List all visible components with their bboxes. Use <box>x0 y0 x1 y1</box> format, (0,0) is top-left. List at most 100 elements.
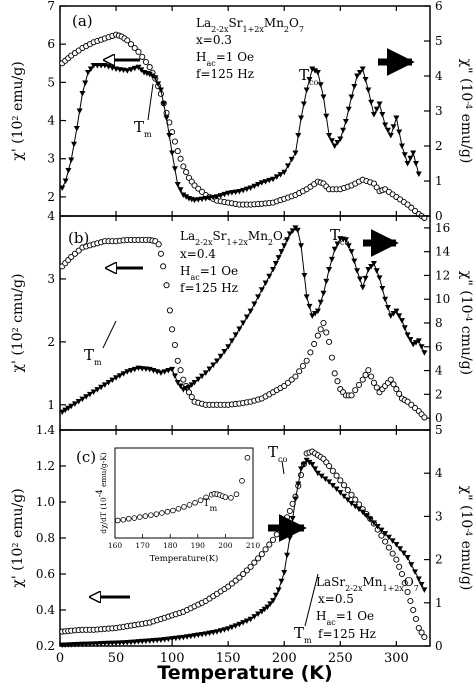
data-point-triangle <box>128 67 135 73</box>
data-point-triangle <box>210 194 217 201</box>
data-point-triangle <box>243 186 250 193</box>
data-point-triangle <box>258 608 265 615</box>
data-point-circle <box>177 367 184 374</box>
inset-data-point <box>228 495 234 501</box>
data-point-circle <box>323 329 330 336</box>
data-point-triangle <box>389 538 396 544</box>
data-point-triangle <box>180 192 187 198</box>
data-point-triangle <box>262 179 269 185</box>
data-point-triangle <box>255 182 262 188</box>
data-point-triangle <box>368 99 375 106</box>
data-point-circle <box>311 340 318 348</box>
data-point-triangle <box>314 70 321 76</box>
data-point-circle <box>174 357 181 364</box>
data-point-circle <box>418 629 425 636</box>
data-point-circle <box>171 138 178 145</box>
inset-data-point <box>222 494 229 500</box>
data-point-circle <box>296 368 303 375</box>
data-point-triangle <box>288 156 295 163</box>
data-point-circle <box>412 404 419 412</box>
left-tick-label: 0.8 <box>36 531 55 545</box>
data-point-triangle <box>408 562 415 568</box>
data-point-circle <box>348 392 355 399</box>
data-point-circle <box>370 379 377 386</box>
data-point-triangle <box>348 500 355 507</box>
data-point-circle <box>362 371 369 378</box>
data-point-triangle <box>331 246 338 253</box>
data-point-triangle <box>76 108 83 114</box>
data-point-triangle <box>180 634 187 641</box>
data-point-triangle <box>387 133 394 139</box>
data-point-triangle <box>326 133 333 139</box>
data-point-circle <box>155 241 162 248</box>
inset-data-point <box>131 515 138 521</box>
data-point-triangle <box>363 513 370 519</box>
data-point-triangle <box>206 195 213 201</box>
panel-b-hac: Hac=1 Oe <box>180 264 238 282</box>
data-point-circle <box>243 567 250 574</box>
data-point-triangle <box>407 337 414 343</box>
data-point-triangle <box>404 161 411 167</box>
data-point-circle <box>333 472 340 479</box>
data-point-triangle <box>109 640 116 647</box>
data-point-triangle <box>251 183 258 190</box>
data-point-circle <box>368 373 375 380</box>
inset-x-tick-label: 200 <box>218 541 233 550</box>
data-point-triangle <box>318 473 325 480</box>
x-tick-label: 50 <box>108 651 125 666</box>
data-point-triangle <box>412 340 419 346</box>
data-point-triangle <box>165 368 172 374</box>
data-point-triangle <box>412 569 419 575</box>
panel-b-left-ticks: 1 2 3 4 <box>47 209 397 430</box>
data-point-triangle <box>362 275 369 282</box>
data-point-triangle <box>341 493 348 500</box>
data-point-circle <box>393 556 400 563</box>
data-point-triangle <box>184 634 191 640</box>
data-point-triangle <box>309 66 316 72</box>
right-tick-label: 2 <box>435 553 443 567</box>
data-point-triangle <box>264 604 271 611</box>
data-point-triangle <box>124 369 131 375</box>
data-point-circle <box>320 319 327 327</box>
data-point-triangle <box>258 287 265 293</box>
data-point-triangle <box>228 190 235 196</box>
data-point-circle <box>337 477 344 484</box>
data-point-triangle <box>365 267 372 273</box>
panel-c-label: (c) <box>76 448 96 466</box>
data-point-triangle <box>374 523 381 530</box>
data-point-triangle <box>247 308 254 315</box>
data-point-triangle <box>157 370 164 376</box>
data-point-circle <box>378 532 385 539</box>
data-point-triangle <box>368 264 375 270</box>
data-point-circle <box>262 546 269 553</box>
panel-c-x: x=0.5 <box>318 592 354 606</box>
data-point-triangle <box>98 384 105 391</box>
data-point-triangle <box>387 313 394 319</box>
data-point-triangle <box>213 629 220 635</box>
data-point-circle <box>142 58 150 66</box>
panel-c-left-ticks: 0.2 0.4 0.6 0.8 1.0 1.2 1.4 <box>36 423 397 653</box>
data-point-triangle <box>185 384 192 391</box>
inset-data-point <box>148 512 154 518</box>
data-point-triangle <box>174 182 181 188</box>
panel-c-hac: Hac=1 Oe <box>316 609 374 627</box>
data-point-triangle <box>418 344 425 350</box>
right-tick-label: 14 <box>435 245 451 259</box>
inset-data-point <box>137 514 143 520</box>
data-point-circle <box>390 381 397 388</box>
data-point-triangle <box>309 313 316 319</box>
data-point-circle <box>180 376 187 383</box>
data-point-triangle <box>331 143 338 149</box>
data-point-triangle <box>124 68 131 74</box>
data-point-triangle <box>59 185 66 191</box>
data-point-triangle <box>188 382 195 388</box>
data-point-triangle <box>267 601 274 607</box>
data-point-triangle <box>356 276 363 283</box>
data-point-circle <box>408 401 415 408</box>
data-point-triangle <box>79 91 86 97</box>
data-point-circle <box>393 386 400 393</box>
left-tick-label: 4 <box>47 209 55 223</box>
panel-c-formula: LaSr2-2xMn1+2xO7 <box>316 575 419 593</box>
data-point-triangle <box>83 394 90 400</box>
data-point-triangle <box>240 620 247 626</box>
